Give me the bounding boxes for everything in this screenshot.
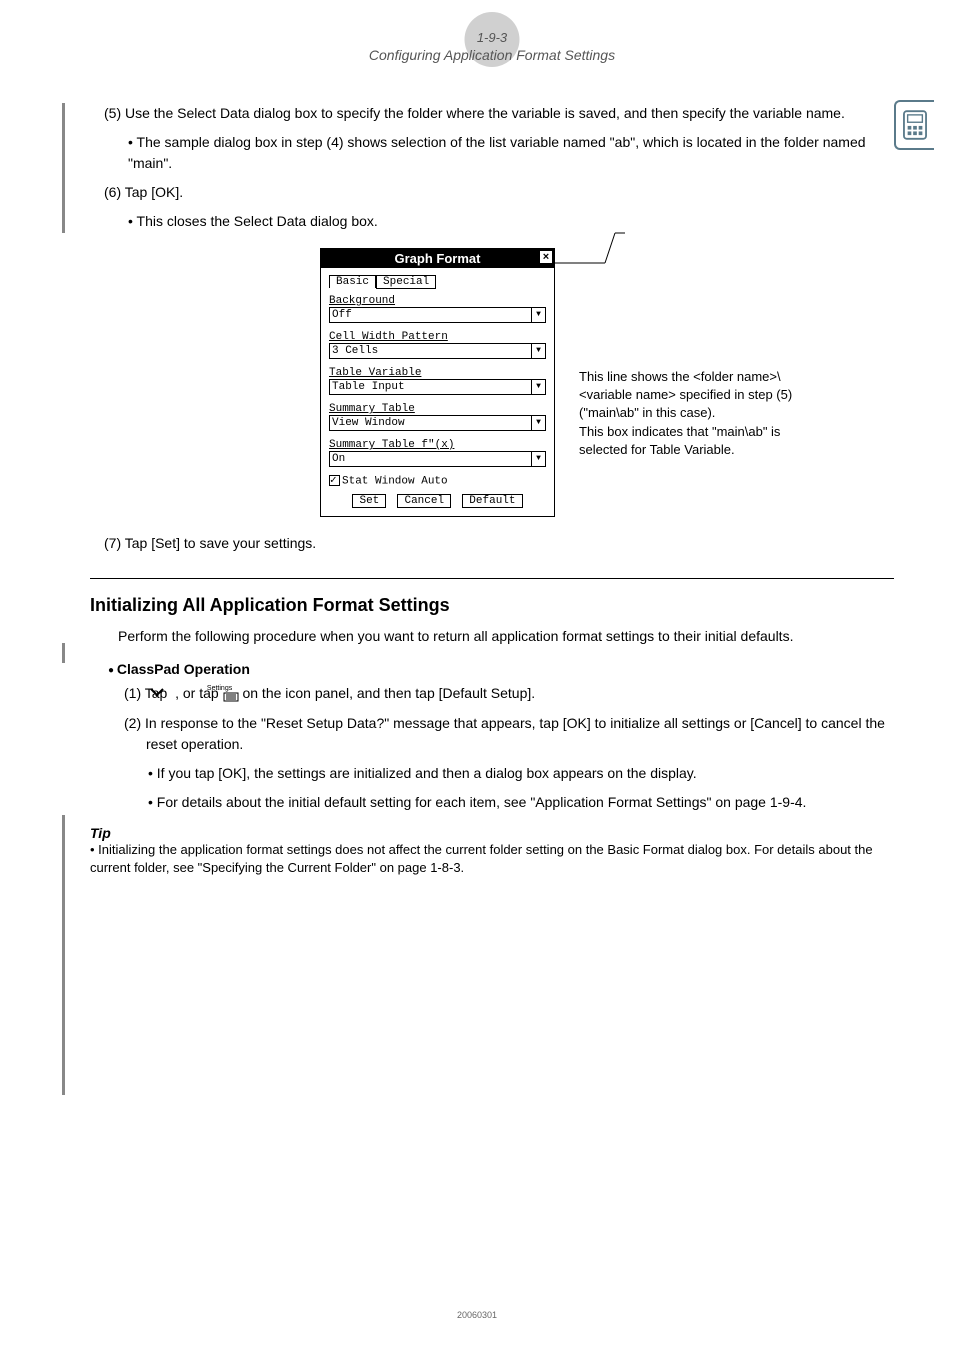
stat-window-checkbox[interactable]: Stat Window Auto <box>329 475 546 487</box>
field-label: Cell Width Pattern <box>329 331 546 343</box>
cancel-button[interactable]: Cancel <box>397 494 451 508</box>
summary-fx-select[interactable]: On▼ <box>329 451 546 467</box>
step-5: (5) Use the Select Data dialog box to sp… <box>104 103 894 124</box>
settings-icon: Settings <box>223 685 239 704</box>
page-number: 1-9-3 <box>90 30 894 45</box>
background-select[interactable]: Off▼ <box>329 307 546 323</box>
page-header: 1-9-3 Configuring Application Format Set… <box>90 30 894 63</box>
chevron-down-icon: ▼ <box>531 416 545 430</box>
step-5-bullet: The sample dialog box in step (4) shows … <box>128 132 894 174</box>
tab-special[interactable]: Special <box>376 275 436 289</box>
chevron-down-icon: ▼ <box>531 380 545 394</box>
dialog-title: Graph Format × <box>321 249 554 268</box>
annotation-text: This line shows the <folder name>\<varia… <box>579 368 819 459</box>
graph-format-dialog: Graph Format × BasicSpecial Background O… <box>320 248 555 517</box>
section-heading: Initializing All Application Format Sett… <box>90 595 894 616</box>
step-7: (7) Tap [Set] to save your settings. <box>104 533 894 554</box>
procedure-bar <box>62 643 65 663</box>
field-label: Summary Table <box>329 403 546 415</box>
page-title: Configuring Application Format Settings <box>90 47 894 63</box>
tip-body: Initializing the application format sett… <box>90 841 894 877</box>
footer-date: 20060301 <box>0 1310 954 1320</box>
field-label: Background <box>329 295 546 307</box>
field-label: Table Variable <box>329 367 546 379</box>
procedure-bar <box>62 103 65 233</box>
tip-heading: Tip <box>90 825 894 841</box>
chevron-down-icon: ▼ <box>531 452 545 466</box>
table-variable-select[interactable]: Table Input▼ <box>329 379 546 395</box>
classpad-operation-heading: ClassPad Operation <box>108 661 894 677</box>
chevron-down-icon: ▼ <box>531 344 545 358</box>
procedure-bar <box>62 815 65 1095</box>
set-button[interactable]: Set <box>352 494 386 508</box>
init-step-2-bullet1: If you tap [OK], the settings are initia… <box>148 763 894 784</box>
init-step-1: (1) Tap , or tap Settings on the icon pa… <box>124 683 894 705</box>
field-label: Summary Table f"(x) <box>329 439 546 451</box>
tab-basic[interactable]: Basic <box>329 275 376 288</box>
init-step-2-bullet2: For details about the initial default se… <box>148 792 894 813</box>
default-button[interactable]: Default <box>462 494 522 508</box>
chevron-down-icon: ▼ <box>531 308 545 322</box>
section-divider <box>90 578 894 579</box>
section-intro: Perform the following procedure when you… <box>118 626 894 647</box>
close-icon[interactable]: × <box>539 250 553 264</box>
step-6-bullet: This closes the Select Data dialog box. <box>128 211 894 232</box>
step-6: (6) Tap [OK]. <box>104 182 894 203</box>
cell-width-select[interactable]: 3 Cells▼ <box>329 343 546 359</box>
summary-table-select[interactable]: View Window▼ <box>329 415 546 431</box>
init-step-2: (2) In response to the "Reset Setup Data… <box>124 713 894 755</box>
